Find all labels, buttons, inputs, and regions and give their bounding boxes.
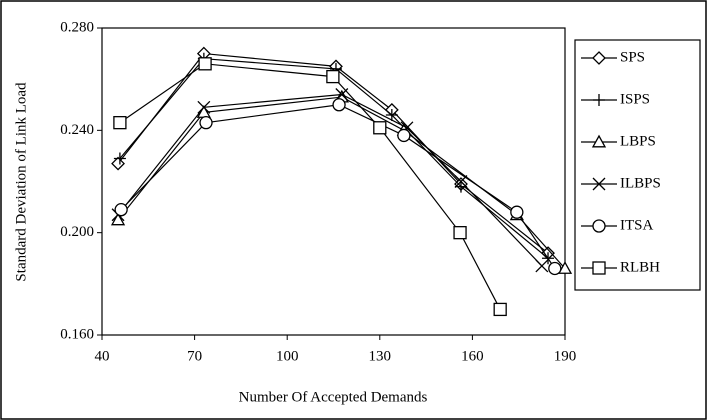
x-tick-label: 40 — [95, 348, 110, 364]
y-tick-label: 0.160 — [60, 326, 94, 342]
y-tick-label: 0.200 — [60, 224, 94, 240]
series-line — [117, 52, 549, 254]
data-point — [548, 261, 562, 276]
data-point — [326, 69, 340, 84]
legend-marker — [592, 177, 606, 191]
y-axis-label: Standard Deviation of Link Load — [13, 82, 29, 282]
x-tick-label: 190 — [554, 348, 577, 364]
x-axis-label: Number Of Accepted Demands — [239, 389, 428, 405]
legend-label: RLBH — [620, 259, 660, 275]
data-point — [453, 226, 467, 240]
data-point — [197, 100, 211, 114]
data-point — [373, 121, 387, 135]
data-point — [113, 152, 126, 165]
legend-label: SPS — [620, 49, 645, 65]
data-point — [111, 156, 125, 171]
legend-marker — [593, 94, 605, 106]
data-point — [198, 57, 212, 71]
y-tick-label: 0.280 — [60, 19, 94, 35]
legend-marker — [592, 219, 606, 233]
x-tick-label: 70 — [187, 348, 202, 364]
data-point — [332, 98, 346, 112]
data-point — [557, 261, 573, 274]
x-tick-label: 130 — [369, 348, 392, 364]
legend-label: ISPS — [620, 91, 650, 107]
series-line — [119, 58, 549, 259]
series-line — [117, 93, 543, 267]
x-tick-label: 100 — [276, 348, 299, 364]
series-line — [119, 63, 501, 310]
data-point — [110, 212, 126, 226]
x-tick-label: 160 — [461, 348, 484, 364]
data-point — [510, 205, 524, 219]
data-point — [397, 128, 411, 143]
data-point — [493, 302, 507, 317]
data-point — [114, 202, 128, 217]
legend-box — [574, 39, 701, 291]
legend-label: ILBPS — [620, 175, 661, 191]
legend-label: ITSA — [620, 217, 654, 233]
data-point — [113, 116, 127, 130]
data-point — [535, 259, 549, 273]
legend-marker — [592, 261, 606, 275]
plot-area — [101, 27, 566, 336]
data-point — [199, 116, 213, 130]
legend-marker — [591, 134, 607, 148]
legend-label: LBPS — [620, 133, 656, 149]
legend-marker — [592, 51, 606, 65]
y-tick-label: 0.240 — [60, 122, 94, 138]
data-point — [385, 108, 398, 121]
series-line — [120, 104, 556, 269]
data-point — [454, 180, 467, 193]
